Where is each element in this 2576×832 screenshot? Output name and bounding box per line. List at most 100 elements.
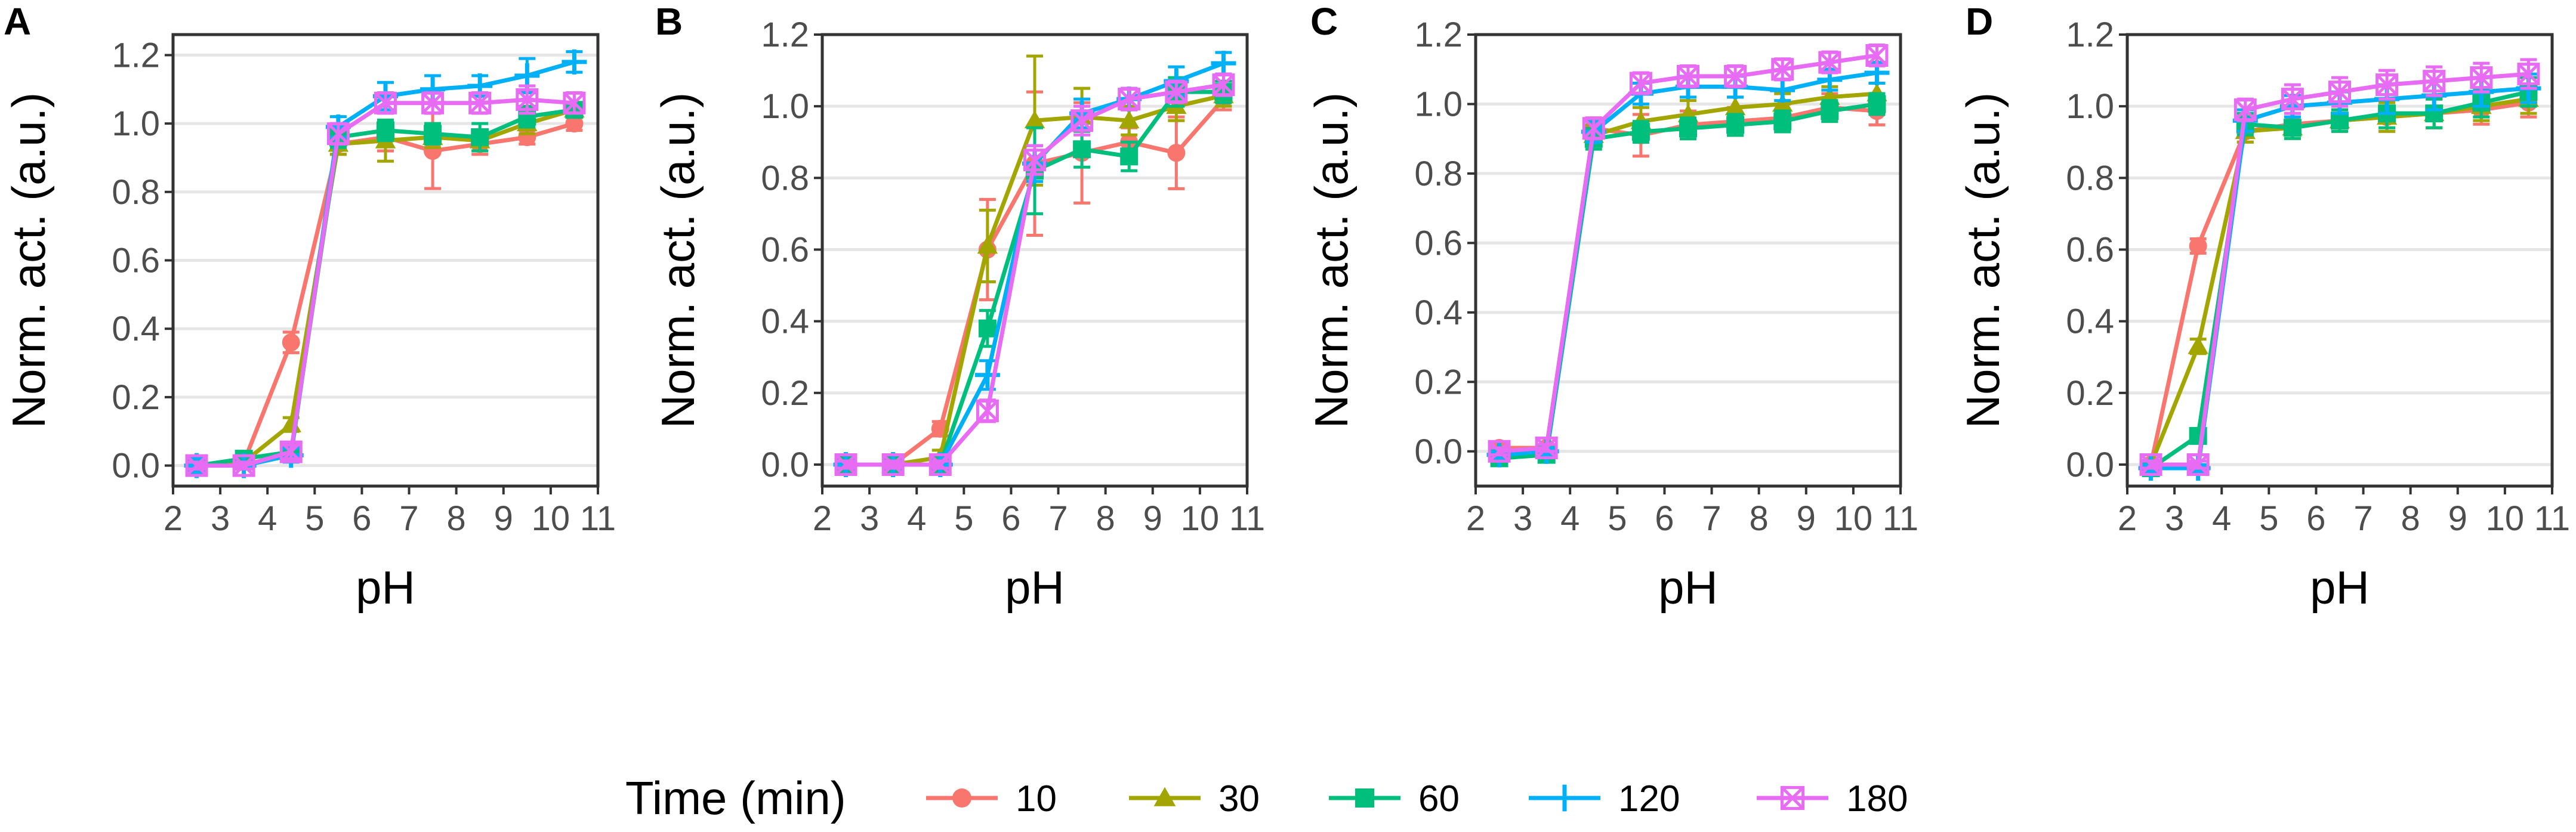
- data-point: [1771, 58, 1794, 81]
- legend-key-marker: [1551, 784, 1578, 812]
- data-point: [1535, 436, 1558, 459]
- x-tick-label: 4: [1560, 499, 1579, 538]
- x-tick-label: 4: [907, 499, 926, 538]
- y-axis-title: Norm. act. (a.u.): [2, 92, 55, 428]
- data-point: [326, 122, 350, 146]
- x-tick-label: 11: [2534, 499, 2570, 538]
- y-tick-label: 0.4: [761, 302, 809, 341]
- legend-title: Time (min): [625, 772, 846, 824]
- data-point: [471, 128, 489, 147]
- y-tick-label: 0.2: [761, 374, 809, 413]
- data-point: [2233, 98, 2257, 122]
- panel-letter: A: [4, 0, 31, 43]
- data-point: [1773, 112, 1792, 131]
- x-tick-label: 9: [2448, 499, 2467, 538]
- panel-b: B 0.0 0.2 0.4 0.6 0.8 1.0 1.2 2 3 4 5 6 7 8 9 10 11 pH Norm…: [652, 0, 1265, 614]
- data-point: [1724, 64, 1747, 88]
- data-point: [282, 333, 300, 352]
- x-tick-label: 6: [352, 499, 371, 538]
- legend-key-marker: [1780, 785, 1805, 811]
- plot-frame: [2125, 33, 2554, 488]
- y-tick-label: 0.0: [2066, 446, 2114, 484]
- x-tick-label: 4: [2212, 499, 2231, 538]
- panel-letter: B: [655, 0, 683, 43]
- data-point: [1165, 81, 1188, 104]
- y-tick-label: 1.2: [761, 16, 809, 54]
- data-point: [2328, 81, 2351, 104]
- x-axis-title: pH: [2310, 561, 2370, 614]
- x-tick-label: 7: [1048, 499, 1068, 538]
- series-180: [185, 84, 586, 477]
- legend-label: 120: [1618, 778, 1680, 819]
- legend-label: 30: [1218, 778, 1260, 819]
- x-tick-label: 10: [2486, 499, 2525, 538]
- data-point: [565, 115, 584, 133]
- legend-key-marker: [1355, 788, 1374, 808]
- data-point: [1118, 110, 1140, 129]
- x-tick-label: 10: [532, 499, 570, 538]
- y-tick-label: 1.2: [1414, 16, 1463, 54]
- x-tick-label: 11: [1883, 499, 1918, 538]
- x-tick-label: 8: [1750, 499, 1769, 538]
- data-point: [1868, 95, 1886, 113]
- data-point: [976, 399, 999, 422]
- data-point: [516, 88, 539, 111]
- y-tick-label: 1.2: [2066, 16, 2114, 54]
- legend-entry-30: 30: [1129, 778, 1260, 819]
- x-tick-label: 2: [163, 499, 183, 538]
- y-tick-label: 0.0: [112, 447, 160, 485]
- legend: Time (min) 10 30 60 120 180: [625, 772, 1908, 824]
- y-tick-label: 0.6: [2066, 230, 2114, 269]
- series-180: [1488, 43, 1889, 463]
- data-point: [2188, 336, 2208, 354]
- data-point: [2423, 70, 2446, 93]
- data-point: [374, 91, 397, 115]
- y-tick-label: 0.2: [1414, 363, 1463, 401]
- x-tick-label: 5: [954, 499, 973, 538]
- data-point: [1679, 119, 1697, 138]
- x-tick-label: 2: [813, 499, 832, 538]
- panel-c: C 0.0 0.2 0.4 0.6 0.8 1.0 1.2 2 3 4 5 6 7 8 9 10 11 pH Norm…: [1305, 0, 1918, 614]
- data-point: [1073, 140, 1091, 159]
- data-point: [2376, 73, 2399, 97]
- legend-label: 180: [1846, 778, 1908, 819]
- legend-key-marker: [1153, 787, 1176, 806]
- data-point: [2189, 237, 2207, 255]
- data-point: [1488, 440, 1511, 463]
- series-180: [2139, 58, 2540, 476]
- legend-key-marker: [952, 788, 971, 808]
- x-tick-label: 7: [1702, 499, 1721, 538]
- panel-letter: D: [1966, 0, 1993, 43]
- x-tick-label: 9: [494, 499, 513, 538]
- y-tick-label: 0.8: [2066, 159, 2114, 197]
- y-tick-label: 0.2: [112, 378, 160, 417]
- y-tick-label: 1.2: [112, 36, 160, 75]
- plot-frame: [820, 33, 1249, 488]
- y-tick-label: 0.4: [1414, 293, 1463, 332]
- x-tick-label: 5: [2259, 499, 2278, 538]
- x-tick-label: 2: [1466, 499, 1485, 538]
- data-point: [1070, 109, 1094, 132]
- y-tick-label: 1.0: [1414, 85, 1463, 123]
- data-point: [1724, 97, 1746, 116]
- y-tick-label: 0.4: [2066, 302, 2114, 341]
- data-point: [1677, 64, 1699, 88]
- x-tick-label: 3: [1513, 499, 1532, 538]
- y-axis-title: Norm. act. (a.u.): [1957, 92, 2009, 428]
- y-tick-label: 0.6: [761, 230, 809, 269]
- data-point: [2517, 63, 2540, 86]
- data-point: [1582, 117, 1605, 140]
- legend-entry-60: 60: [1329, 778, 1460, 819]
- x-tick-label: 6: [2306, 499, 2325, 538]
- legend-label: 60: [1418, 778, 1460, 819]
- y-tick-label: 0.6: [112, 242, 160, 280]
- x-tick-label: 8: [1096, 499, 1115, 538]
- data-point: [2283, 119, 2302, 137]
- y-tick-label: 0.8: [112, 173, 160, 212]
- data-point: [514, 63, 540, 88]
- y-tick-label: 0.8: [1414, 154, 1463, 193]
- data-point: [1772, 94, 1793, 112]
- panel-letter: C: [1310, 0, 1338, 43]
- data-point: [1770, 78, 1796, 103]
